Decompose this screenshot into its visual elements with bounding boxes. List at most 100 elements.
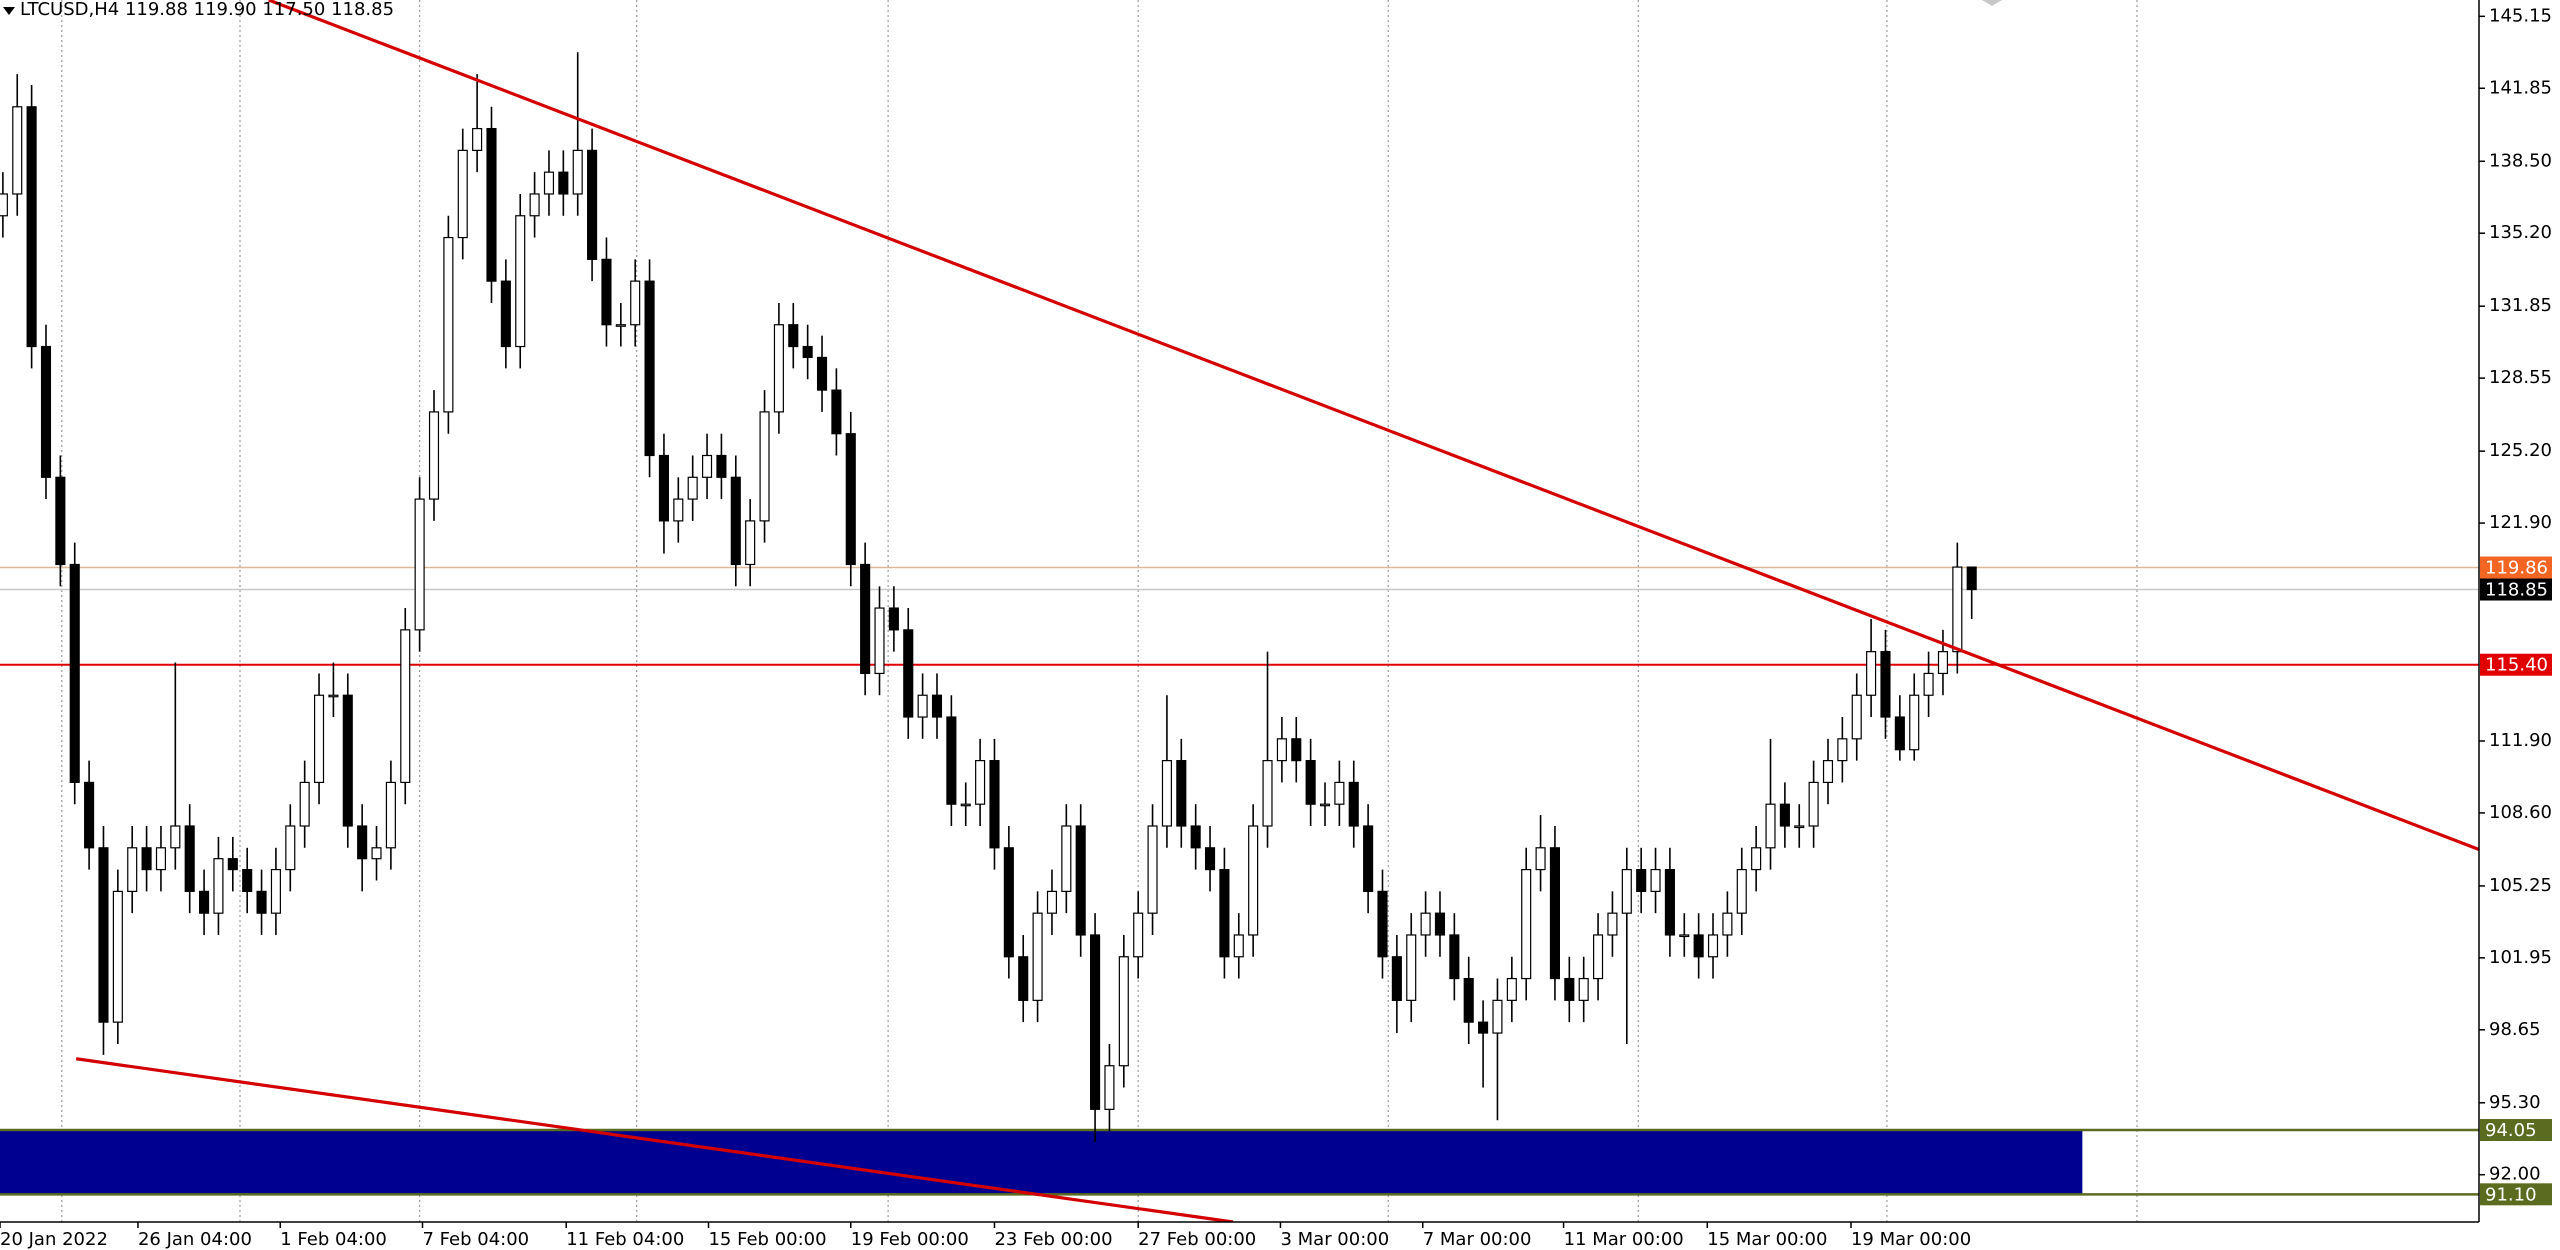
candle-body	[1751, 847, 1762, 871]
x-tick-label: 15 Mar 00:00	[1707, 1229, 1827, 1250]
x-tick-label: 23 Feb 00:00	[994, 1229, 1112, 1250]
candle-body	[457, 149, 468, 239]
zone-high-label: 94.05	[2485, 1120, 2537, 1141]
candle-body	[1104, 1065, 1115, 1110]
candle-body	[1492, 999, 1503, 1034]
x-tick-label: 11 Mar 00:00	[1564, 1229, 1684, 1250]
candle-body	[299, 781, 310, 827]
candle-body	[1363, 825, 1374, 892]
candle-body	[1219, 868, 1230, 958]
candle-body	[400, 629, 411, 784]
candle-body	[946, 716, 957, 805]
menu-triangle[interactable]	[3, 7, 15, 15]
candle-body	[184, 825, 195, 892]
y-tick-label: 128.55	[2489, 367, 2552, 388]
chart-title: LTCUSD,H4 119.88 119.90 117.50 118.85	[20, 0, 394, 20]
candle-body	[1765, 803, 1776, 849]
candle-body	[1276, 738, 1287, 762]
candle-body	[572, 149, 583, 195]
lines-layer	[0, 566, 2479, 666]
candle-body	[1779, 803, 1790, 827]
shift-marker	[1982, 0, 2002, 6]
candle-body	[69, 563, 80, 784]
x-tick-label: 26 Jan 04:00	[138, 1229, 252, 1250]
price-box	[2480, 578, 2552, 601]
candle-body	[213, 858, 224, 914]
candle-body	[1248, 825, 1259, 936]
y-tick-label: 92.00	[2489, 1164, 2541, 1185]
y-tick-label: 108.60	[2489, 802, 2552, 823]
candle-body	[1880, 651, 1891, 718]
candle-body	[26, 106, 37, 348]
candle-body	[1837, 738, 1848, 762]
candle-body	[687, 476, 698, 500]
candle-body	[1952, 566, 1963, 653]
candle-body	[285, 825, 296, 871]
candles-layer	[0, 52, 1977, 1143]
candle-body	[1851, 694, 1862, 740]
candle-body	[745, 520, 756, 566]
candle-body	[701, 454, 713, 478]
candle-body	[98, 847, 109, 1023]
price-box	[2480, 653, 2552, 676]
price-label: 118.85	[2485, 580, 2548, 601]
x-tick-label: 7 Mar 00:00	[1423, 1229, 1532, 1250]
x-tick-label: 20 Jan 2022	[0, 1229, 108, 1250]
candle-body	[1118, 956, 1129, 1067]
candle-body	[1334, 781, 1345, 805]
candle-body	[155, 847, 167, 871]
candle-body	[1650, 868, 1661, 892]
candle-body	[342, 694, 353, 827]
zone	[0, 1130, 2083, 1195]
candle-body	[673, 498, 684, 522]
candle-body	[1564, 977, 1575, 1001]
candle-body	[874, 607, 885, 675]
candle-body	[1032, 912, 1043, 1001]
candle-body	[1693, 934, 1704, 958]
x-tick-label: 11 Feb 04:00	[566, 1229, 684, 1250]
price-label: 115.40	[2485, 655, 2548, 676]
trend-layer	[75, 0, 2480, 1224]
y-tick-label: 135.20	[2489, 222, 2552, 243]
candle-body	[1377, 890, 1388, 958]
price-box	[2480, 556, 2552, 579]
candle-body	[860, 563, 871, 675]
candle-body	[1391, 956, 1402, 1001]
zone-high-box	[2480, 1119, 2552, 1142]
candle-body	[1521, 868, 1532, 980]
y-tick-label: 105.25	[2489, 875, 2552, 896]
candle-body	[1133, 912, 1144, 958]
candle-body	[1736, 868, 1747, 914]
candle-body	[1161, 760, 1172, 827]
candle-body	[831, 389, 842, 435]
candle-body	[242, 868, 253, 892]
candle-body	[601, 258, 612, 326]
candle-body	[385, 781, 396, 849]
candle-body	[802, 345, 813, 359]
candle-body	[644, 280, 655, 457]
candle-body	[1593, 934, 1604, 980]
candle-body	[615, 324, 626, 327]
candle-body	[227, 858, 238, 871]
candle-body	[975, 760, 986, 805]
candle-body	[1478, 1021, 1489, 1034]
x-tick-label: 1 Feb 04:00	[280, 1229, 387, 1250]
candle-body	[1420, 912, 1431, 936]
candle-body	[989, 760, 1000, 849]
candle-body	[960, 803, 971, 807]
candle-body	[515, 215, 526, 348]
x-tick-label: 19 Feb 00:00	[851, 1229, 969, 1250]
candle-body	[141, 847, 152, 871]
candle-body	[1966, 566, 1977, 591]
candle-body	[1937, 651, 1949, 675]
candle-body	[55, 476, 66, 566]
axis-panel	[2479, 0, 2560, 1250]
candle-body	[1549, 847, 1560, 980]
candle-body	[1176, 760, 1187, 827]
candle-body	[788, 324, 799, 348]
candle-body	[313, 694, 325, 784]
candle-body	[1434, 912, 1446, 936]
candle-body	[1607, 912, 1618, 936]
candle-body	[543, 171, 555, 195]
